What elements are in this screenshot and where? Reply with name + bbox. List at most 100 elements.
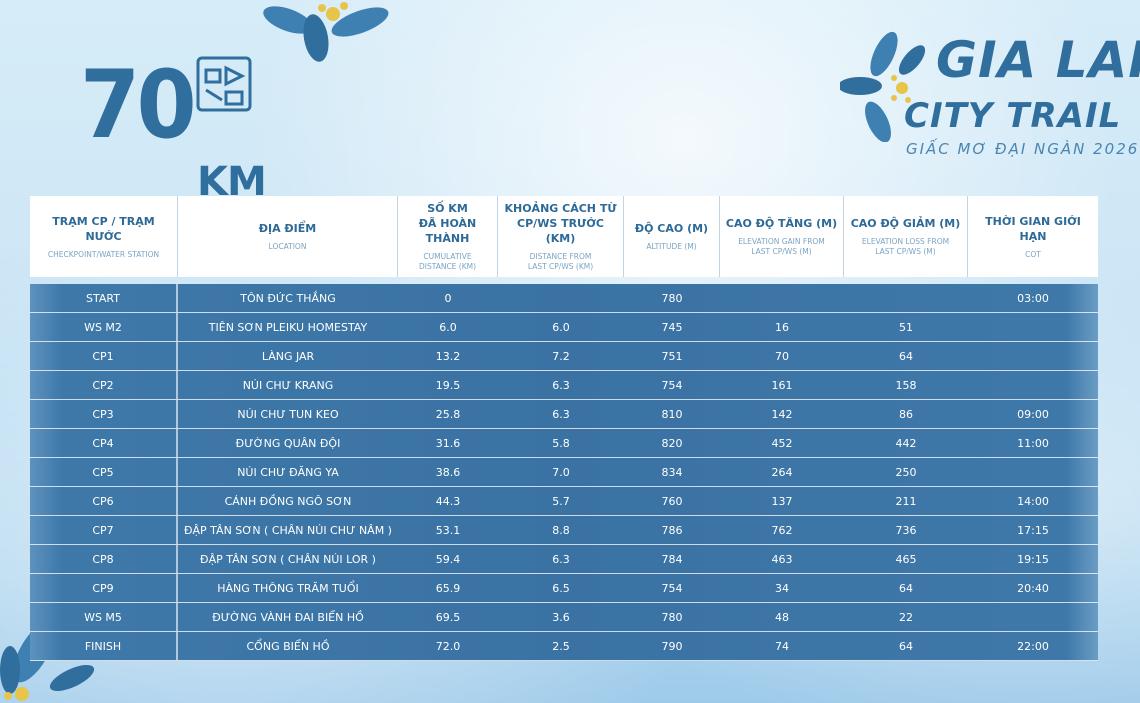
cell-loss: 64 [899,639,913,653]
cell-cumulative: 31.6 [435,436,461,450]
table-row: WS M5 ĐƯỜNG VÀNH ĐAI BIỂN HỒ 69.5 3.6 780 48 2… [30,603,1098,632]
cell-location: TIÊN SƠN PLEIKU HOMESTAY [208,320,368,334]
cell-cot: 11:00 [1017,436,1049,450]
header-altitude: ĐỘ CAO (M) ALTITUDE (M) [624,196,720,277]
cell-cot: 14:00 [1017,494,1049,508]
cell-loss: 64 [899,581,913,595]
cell-station: CP3 [30,400,178,428]
header-station-label: TRẠM CP / TRẠM NƯỚC [52,214,155,243]
cell-from-last: 6.5 [552,581,570,595]
cell-location: LÀNG JAR [261,349,315,363]
cell-cumulative: 0 [444,291,452,305]
header-cot-label: THỜI GIAN GIỚI HẠN [985,214,1081,243]
cell-cot [968,458,1098,486]
cell-from-last: 6.3 [552,552,570,566]
cell-loss: 465 [895,552,917,566]
cell-cumulative: 6.0 [439,320,457,334]
cell-location: HÀNG THÔNG TRĂM TUỔI [217,581,359,595]
cell-altitude: 754 [661,581,683,595]
cell-cot: 20:40 [1017,581,1049,595]
header-cot: THỜI GIAN GIỚI HẠN COT [968,196,1098,277]
table-row: WS M2 TIÊN SƠN PLEIKU HOMESTAY 6.0 6.0 745 16… [30,313,1098,342]
header-location-label: ĐỊA ĐIỂM [258,222,317,235]
table-row: FINISH CỔNG BIỂN HỒ 72.0 2.5 790 74 64 22:00 [30,632,1098,661]
cell-gain: 463 [771,552,793,566]
cell-from-last [498,284,624,312]
cell-location: NÚI CHƯ ĐĂNG YA [237,465,339,479]
table-row: CP1 LÀNG JAR 13.2 7.2 751 70 64 [30,342,1098,371]
header-loss-label: CAO ĐỘ GIẢM (M) [850,217,961,230]
header-altitude-label: ĐỘ CAO (M) [634,222,709,235]
cell-cumulative: 72.0 [435,639,461,653]
cell-altitude: 751 [661,349,683,363]
table-row: START TÔN ĐỨC THẮNG 0 780 03:00 [30,284,1098,313]
checkpoint-table: TRẠM CP / TRẠM NƯỚC CHECKPOINT/WATER STA… [30,196,1098,661]
cell-station: WS M5 [30,603,178,631]
cell-location: CÁNH ĐỒNG NGÔ SƠN [224,494,352,508]
cell-cumulative: 53.1 [435,523,461,537]
cell-cot: 22:00 [1017,639,1049,653]
cell-cot: 19:15 [1017,552,1049,566]
cell-location: ĐƯỜNG QUÂN ĐỘI [235,436,341,450]
cell-cot: 03:00 [1017,291,1049,305]
cell-cumulative: 65.9 [435,581,461,595]
header-cumulative-label: SỐ KM ĐÃ HOÀN THÀNH [418,202,477,245]
cell-gain: 70 [775,349,789,363]
cell-gain: 137 [771,494,793,508]
table-row: CP8 ĐẬP TÂN SƠN ( CHÂN NÚI LOR ) 59.4 6.3 78… [30,545,1098,574]
cell-loss: 64 [899,349,913,363]
table-row: CP2 NÚI CHƯ KRANG 19.5 6.3 754 161 158 [30,371,1098,400]
cell-from-last: 6.3 [552,407,570,421]
cell-gain: 48 [775,610,789,624]
cell-cumulative: 19.5 [435,378,461,392]
event-logo: GIA LAI CITY TRAIL GIẤC MƠ ĐẠI NGÀN 2026 [840,26,1140,166]
cell-from-last: 3.6 [552,610,570,624]
cell-gain: 142 [771,407,793,421]
header-gain-label: CAO ĐỘ TĂNG (M) [725,217,838,230]
cell-from-last: 6.0 [552,320,570,334]
table-row: CP3 NÚI CHƯ TUN KEO 25.8 6.3 810 142 86 09:00 [30,400,1098,429]
flower-emblem-icon [840,31,926,142]
cell-cot: 17:15 [1017,523,1049,537]
cell-station: START [30,284,178,312]
cell-cumulative: 44.3 [435,494,461,508]
cell-cumulative: 13.2 [435,349,461,363]
header-station-sub: CHECKPOINT/WATER STATION [47,249,160,259]
cell-altitude: 754 [661,378,683,392]
cell-station: WS M2 [30,313,178,341]
header-from-last: KHOẢNG CÁCH TỪ CP/WS TRƯỚC (KM) DISTANCE… [498,196,624,277]
header-cumulative: SỐ KM ĐÃ HOÀN THÀNH CUMULATIVE DISTANCE … [398,196,498,277]
header-loss-sub: ELEVATION LOSS FROM LAST CP/WS (M) [861,237,950,256]
distance-logo: 70 KM [80,52,267,205]
cell-loss: 86 [899,407,913,421]
cell-gain: 16 [775,320,789,334]
cell-gain: 74 [775,639,789,653]
cell-station: CP8 [30,545,178,573]
cell-cot [968,371,1098,399]
cell-altitude: 790 [661,639,683,653]
cell-cot [968,342,1098,370]
header-location: ĐỊA ĐIỂM LOCATION [178,196,398,277]
header-from-last-sub: DISTANCE FROM LAST CP/WS (KM) [527,252,594,271]
cell-from-last: 5.8 [552,436,570,450]
cell-station: CP5 [30,458,178,486]
pattern-emblem-icon [196,56,252,112]
cell-loss: 250 [895,465,917,479]
cell-station: CP7 [30,516,178,544]
cell-from-last: 7.0 [552,465,570,479]
table-row: CP5 NÚI CHƯ ĐĂNG YA 38.6 7.0 834 264 250 [30,458,1098,487]
cell-loss: 442 [895,436,917,450]
cell-gain: 264 [771,465,793,479]
cell-cot: 09:00 [1017,407,1049,421]
header-altitude-sub: ALTITUDE (M) [646,242,697,251]
header-station: TRẠM CP / TRẠM NƯỚC CHECKPOINT/WATER STA… [30,196,178,277]
header-gain: CAO ĐỘ TĂNG (M) ELEVATION GAIN FROM LAST… [720,196,844,277]
cell-cot [968,313,1098,341]
table-header: TRẠM CP / TRẠM NƯỚC CHECKPOINT/WATER STA… [30,196,1098,277]
cell-gain: 762 [771,523,793,537]
cell-gain: 452 [771,436,793,450]
cell-altitude: 780 [661,291,683,305]
cell-location: ĐƯỜNG VÀNH ĐAI BIỂN HỒ [212,610,364,624]
cell-station: CP1 [30,342,178,370]
cell-altitude: 810 [661,407,683,421]
